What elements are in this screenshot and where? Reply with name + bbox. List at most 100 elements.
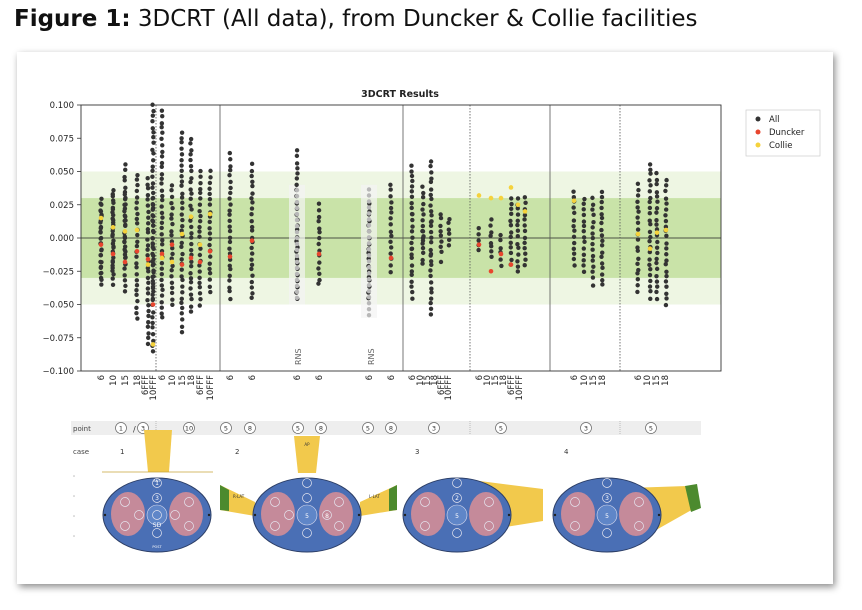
legend-marker-all	[755, 116, 761, 122]
point-duncker	[98, 242, 104, 247]
point-all	[134, 243, 140, 249]
point-all	[647, 199, 652, 205]
point-all	[516, 245, 521, 250]
point-all	[170, 221, 175, 227]
point-all	[134, 287, 139, 293]
point-all	[145, 203, 151, 208]
point-all	[150, 202, 156, 208]
point-all	[227, 212, 232, 217]
point-all	[150, 245, 156, 250]
point-all	[134, 261, 139, 266]
lung-left	[261, 492, 295, 536]
point-all	[188, 164, 194, 169]
point-all	[146, 209, 151, 215]
point-all	[122, 266, 127, 271]
point-all	[169, 256, 174, 261]
point-all	[582, 196, 587, 202]
point-all	[188, 157, 193, 163]
point-label-1: 1	[155, 480, 159, 487]
point-all	[146, 335, 151, 340]
point-all	[498, 246, 503, 251]
point-all	[197, 284, 203, 290]
point-all	[134, 310, 139, 316]
point-all	[489, 230, 494, 235]
point-all	[446, 237, 452, 243]
point-all	[197, 275, 202, 281]
point-all	[159, 108, 165, 113]
point-collie	[476, 193, 482, 198]
point-all	[249, 168, 255, 174]
point-rns	[294, 265, 300, 271]
point-all	[145, 243, 151, 248]
point-all	[654, 289, 659, 295]
point-all	[150, 218, 155, 223]
point-all	[228, 179, 233, 185]
point-all	[599, 189, 605, 195]
point-all	[515, 196, 521, 201]
point-all	[409, 169, 414, 174]
point-all	[227, 239, 233, 245]
point-duncker	[169, 242, 175, 247]
point-duncker	[179, 262, 185, 267]
point-all	[488, 241, 494, 246]
point-rns	[366, 306, 372, 312]
point-all	[110, 194, 116, 199]
point-all	[207, 270, 213, 276]
point-all	[198, 296, 203, 302]
x-tick-label: 15	[121, 375, 131, 386]
point-all	[447, 217, 452, 222]
figure-panel: 0.100 0.075 0.050 0.025 0.000 −0.025 −0.050 −0.…	[17, 52, 833, 584]
point-all	[110, 241, 116, 246]
point-all	[179, 130, 185, 135]
point-all	[599, 205, 604, 211]
point-all	[150, 196, 155, 201]
point-all	[420, 195, 426, 200]
point-all	[428, 163, 433, 169]
point-all	[429, 286, 434, 291]
x-tick-label: 10FFF	[149, 375, 159, 401]
point-duncker	[388, 255, 394, 261]
point-circle-label: 8	[389, 425, 393, 433]
point-all	[123, 255, 128, 261]
point-all	[409, 255, 414, 261]
point-all	[188, 179, 193, 185]
point-all	[438, 244, 443, 249]
point-all	[189, 168, 194, 174]
point-all	[98, 235, 104, 241]
point-all	[145, 227, 151, 232]
point-all	[134, 206, 139, 211]
point-all	[421, 212, 426, 217]
point-all	[590, 247, 595, 252]
tolerance-bands	[81, 171, 721, 318]
point-all	[317, 271, 322, 277]
point-all	[522, 240, 527, 246]
point-label-5: 5	[455, 513, 459, 520]
point-all	[508, 240, 513, 246]
point-all	[647, 257, 652, 262]
rns-annotation-1: RNS	[294, 348, 303, 365]
point-all	[159, 220, 165, 225]
point-all	[134, 216, 140, 222]
point-all	[134, 305, 139, 311]
point-all	[122, 218, 127, 223]
point-all	[249, 212, 254, 217]
point-all	[428, 219, 434, 225]
x-tick-label: 6	[226, 375, 236, 380]
beam-ap-case-2	[294, 436, 320, 473]
point-rns	[366, 193, 372, 198]
point-all	[581, 201, 586, 206]
point-all	[208, 289, 213, 295]
point-all	[150, 284, 156, 289]
point-all	[635, 245, 640, 250]
point-all	[498, 237, 503, 243]
point-duncker	[150, 302, 156, 307]
point-all	[122, 197, 128, 202]
point-all	[635, 215, 640, 220]
point-all	[179, 329, 185, 335]
point-all	[110, 258, 115, 264]
point-all	[228, 157, 233, 162]
point-all	[635, 205, 640, 210]
point-all	[188, 141, 193, 146]
point-all	[227, 263, 232, 268]
point-collie	[159, 255, 165, 261]
